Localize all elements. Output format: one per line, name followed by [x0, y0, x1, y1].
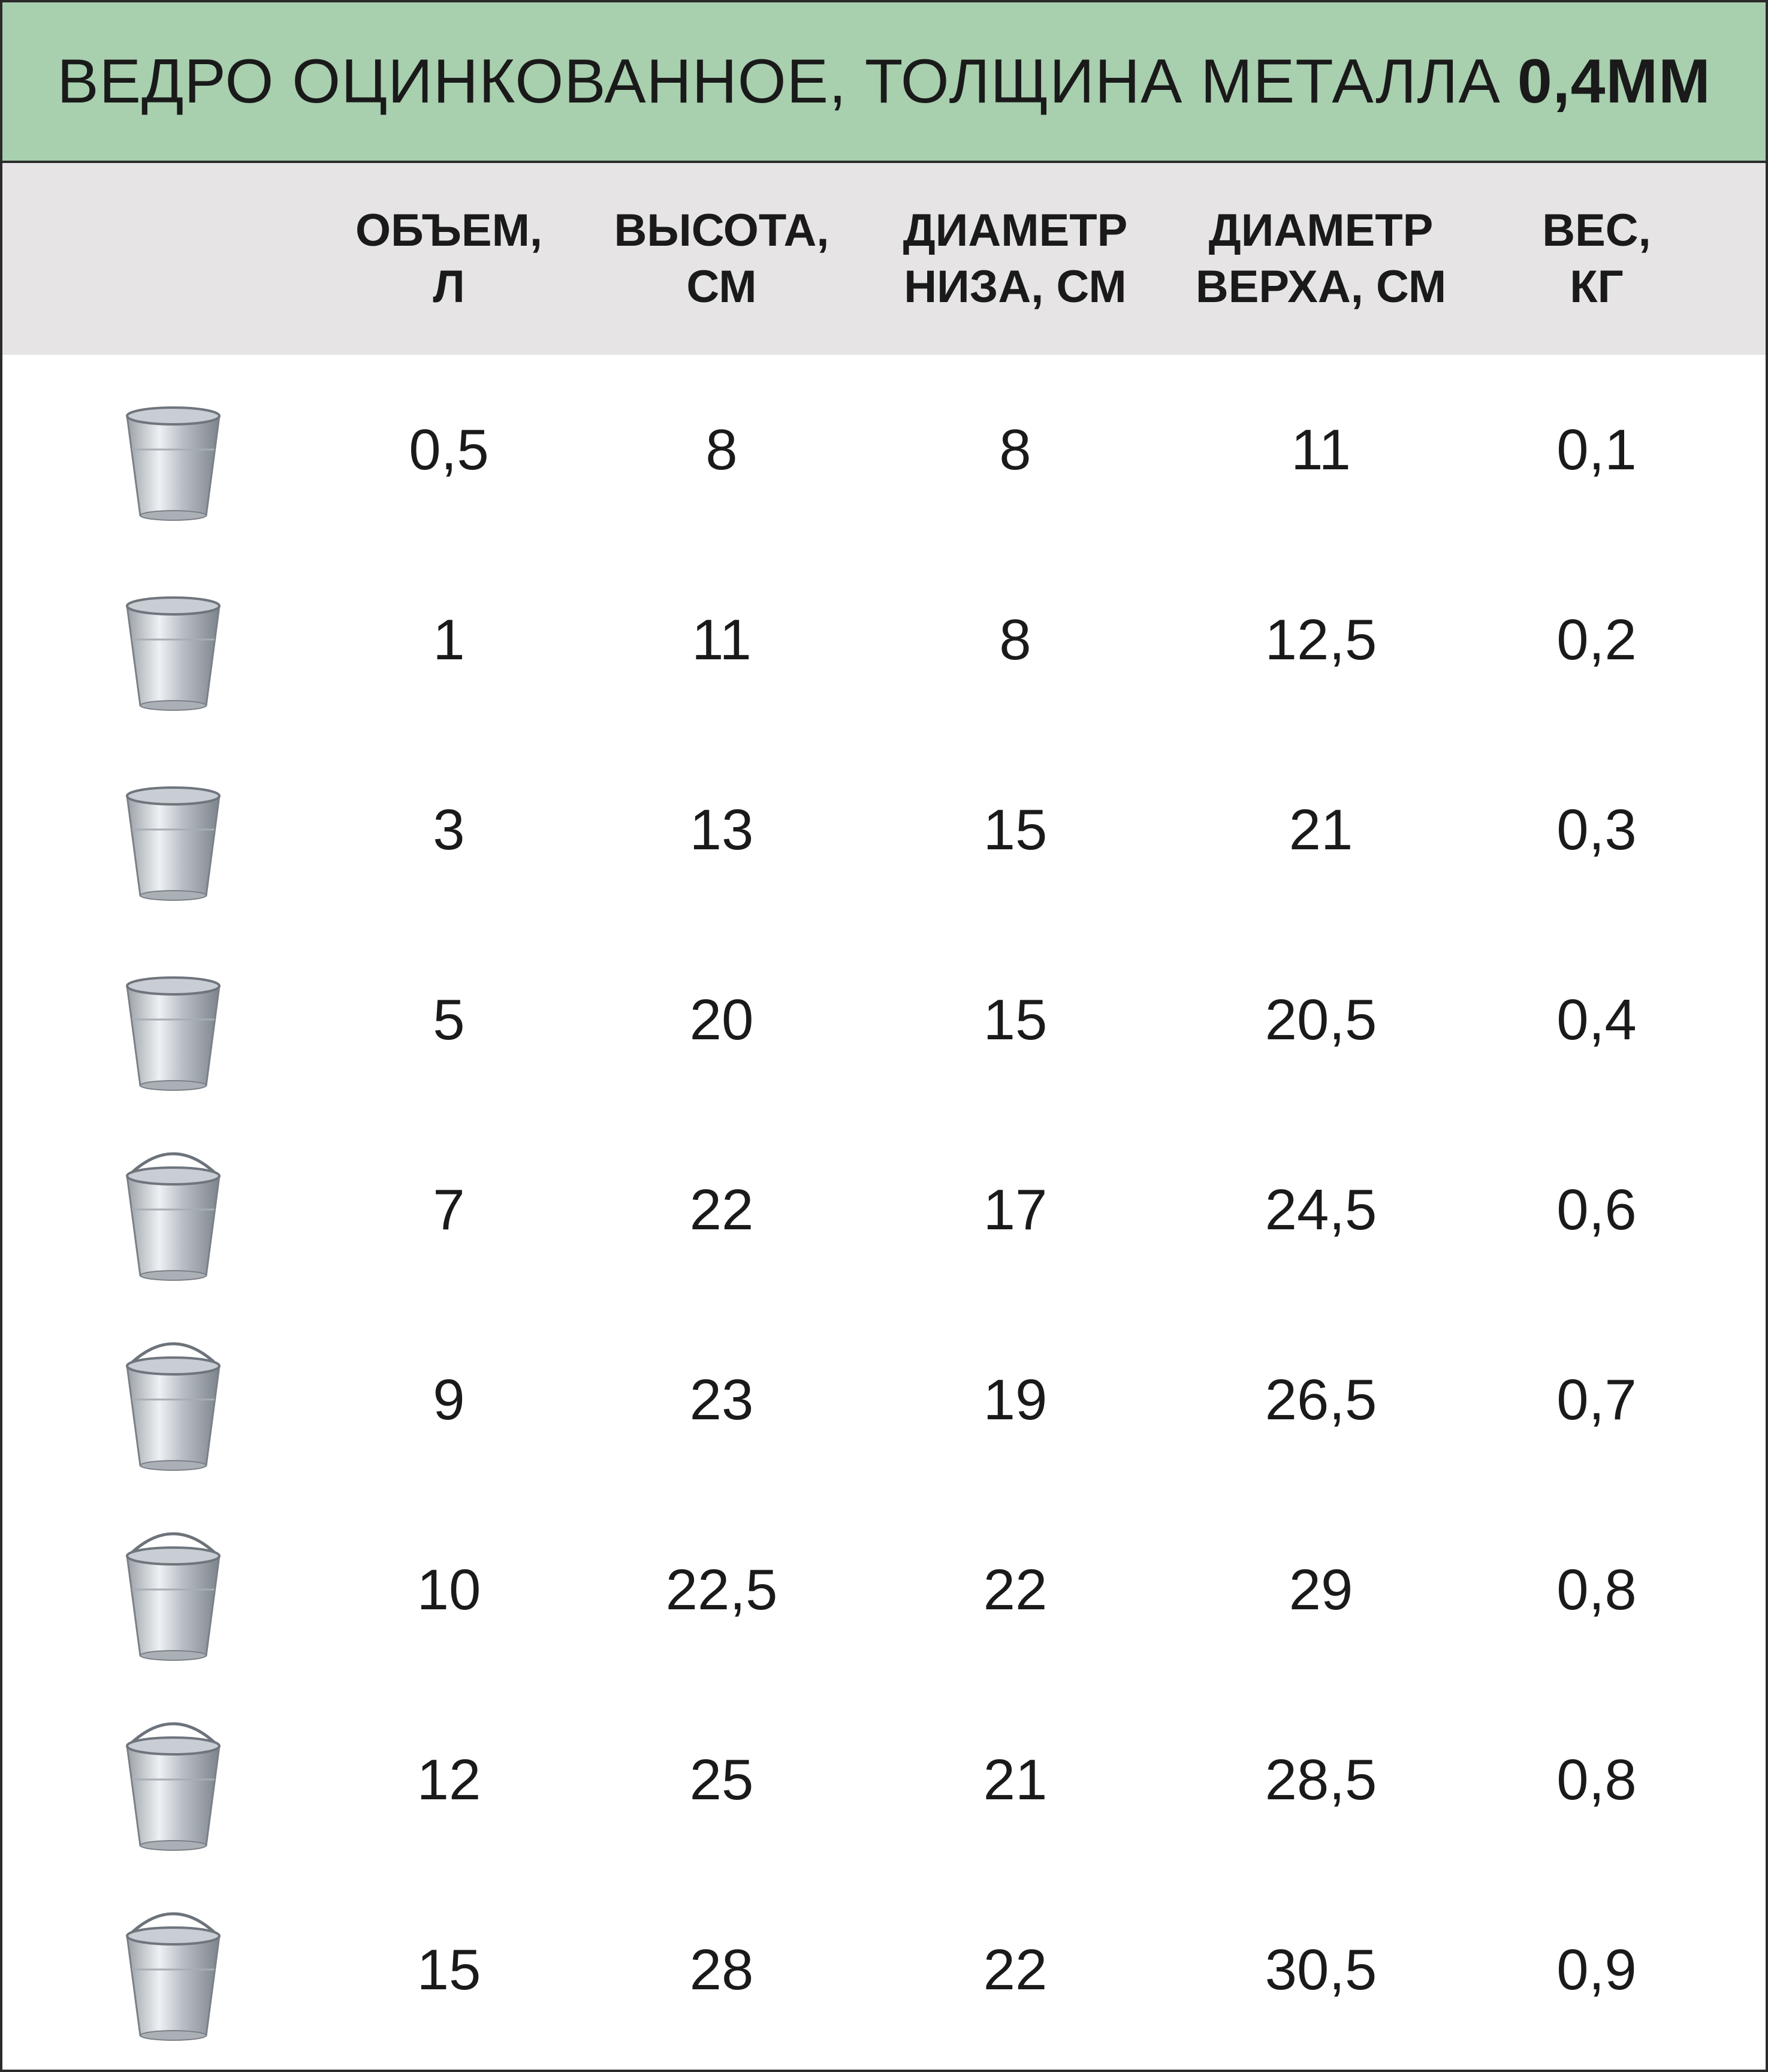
cell-height: 23 — [689, 1367, 754, 1432]
cell-weight: 0,3 — [1556, 797, 1637, 862]
cell-top-diameter: 11 — [1291, 417, 1351, 482]
table-row: 7 22 17 24,5 0,6 — [2, 1115, 1766, 1305]
table-header: ОБЪЕМ, Л ВЫСОТА, СМ ДИАМЕТР НИЗА, СМ ДИАМЕТ… — [2, 163, 1766, 355]
cell-weight: 0,7 — [1556, 1367, 1637, 1432]
cell-top-diameter: 30,5 — [1265, 1937, 1377, 2002]
cell-height: 22,5 — [665, 1557, 778, 1622]
cell-height: 20 — [689, 987, 754, 1052]
cell-top-diameter: 28,5 — [1265, 1747, 1377, 1812]
table-row: 1 11 8 12,5 0,2 — [2, 545, 1766, 735]
header-volume: ОБЪЕМ, Л — [355, 205, 543, 312]
table-row: 9 23 19 26,5 0,7 — [2, 1305, 1766, 1495]
cell-bottom-diameter: 8 — [999, 417, 1031, 482]
galvanized-bucket-icon — [126, 406, 221, 521]
cell-volume: 12 — [417, 1747, 481, 1812]
title-bar: ВЕДРО ОЦИНКОВАННОЕ, ТОЛЩИНА МЕТАЛЛА 0,4М… — [2, 2, 1766, 163]
galvanized-bucket-icon — [126, 1912, 221, 2041]
title-thickness: 0,4ММ — [1517, 46, 1711, 116]
galvanized-bucket-icon — [126, 1722, 221, 1851]
cell-weight: 0,6 — [1556, 1177, 1637, 1242]
cell-bottom-diameter: 15 — [983, 797, 1048, 862]
cell-top-diameter: 21 — [1289, 797, 1353, 862]
cell-top-diameter: 12,5 — [1265, 607, 1377, 672]
header-height: ВЫСОТА, СМ — [614, 205, 829, 312]
cell-bottom-diameter: 17 — [983, 1177, 1048, 1242]
cell-height: 11 — [692, 607, 752, 672]
header-weight: ВЕС, КГ — [1542, 205, 1651, 312]
galvanized-bucket-icon — [126, 1532, 221, 1661]
galvanized-bucket-icon — [126, 786, 221, 901]
cell-bottom-diameter: 22 — [983, 1557, 1048, 1622]
header-top-diameter: ДИАМЕТР ВЕРХА, СМ — [1195, 205, 1447, 312]
cell-bottom-diameter: 21 — [983, 1747, 1048, 1812]
cell-weight: 0,1 — [1556, 417, 1637, 482]
cell-top-diameter: 24,5 — [1265, 1177, 1377, 1242]
table-row: 10 22,5 22 29 0,8 — [2, 1495, 1766, 1685]
cell-weight: 0,9 — [1556, 1937, 1637, 2002]
cell-bottom-diameter: 22 — [983, 1937, 1048, 2002]
table-row: 0,5 8 8 11 0,1 — [2, 355, 1766, 545]
cell-height: 8 — [705, 417, 738, 482]
cell-height: 28 — [689, 1937, 754, 2002]
galvanized-bucket-icon — [126, 976, 221, 1091]
cell-weight: 0,4 — [1556, 987, 1637, 1052]
cell-volume: 3 — [433, 797, 465, 862]
galvanized-bucket-icon — [126, 596, 221, 711]
cell-volume: 15 — [417, 1937, 481, 2002]
cell-top-diameter: 20,5 — [1265, 987, 1377, 1052]
title-text: ВЕДРО ОЦИНКОВАННОЕ, ТОЛЩИНА МЕТАЛЛА — [57, 46, 1501, 116]
cell-bottom-diameter: 15 — [983, 987, 1048, 1052]
cell-height: 22 — [689, 1177, 754, 1242]
table-row: 12 25 21 28,5 0,8 — [2, 1685, 1766, 1875]
cell-top-diameter: 29 — [1289, 1557, 1353, 1622]
cell-volume: 7 — [433, 1177, 465, 1242]
cell-volume: 10 — [417, 1557, 481, 1622]
cell-weight: 0,8 — [1556, 1747, 1637, 1812]
table-row: 15 28 22 30,5 0,9 — [2, 1875, 1766, 2065]
cell-height: 13 — [689, 797, 754, 862]
table-row: 5 20 15 20,5 0,4 — [2, 925, 1766, 1115]
cell-weight: 0,2 — [1556, 607, 1637, 672]
header-bottom-diameter: ДИАМЕТР НИЗА, СМ — [903, 205, 1128, 312]
cell-volume: 1 — [433, 607, 465, 672]
cell-volume: 5 — [433, 987, 465, 1052]
cell-bottom-diameter: 8 — [999, 607, 1031, 672]
galvanized-bucket-icon — [126, 1342, 221, 1471]
cell-volume: 9 — [433, 1367, 465, 1432]
cell-volume: 0,5 — [409, 417, 489, 482]
cell-height: 25 — [689, 1747, 754, 1812]
cell-top-diameter: 26,5 — [1265, 1367, 1377, 1432]
cell-weight: 0,8 — [1556, 1557, 1637, 1622]
galvanized-bucket-icon — [126, 1152, 221, 1281]
table-row: 3 13 15 21 0,3 — [2, 735, 1766, 925]
cell-bottom-diameter: 19 — [983, 1367, 1048, 1432]
